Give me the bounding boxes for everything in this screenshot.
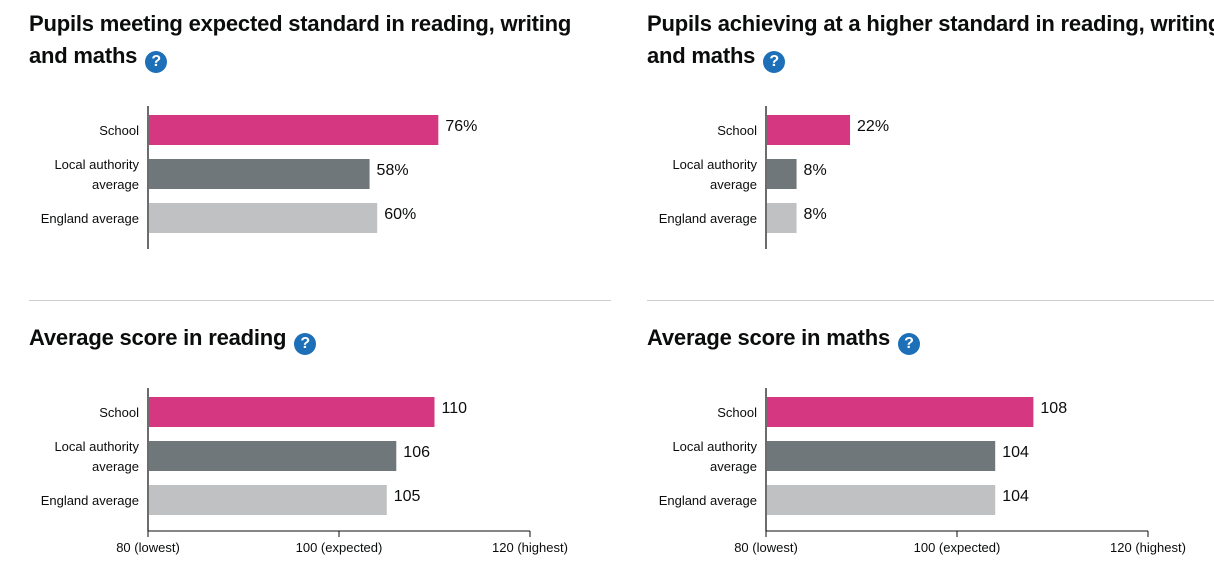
data-label: 108 (1040, 400, 1067, 417)
chart-panel-maths-score: Average score in maths ? 108 School 104 Loc… (647, 322, 1214, 555)
data-label: 105 (394, 488, 421, 505)
x-tick-label: 120 (highest) (492, 540, 568, 555)
bar (149, 115, 439, 145)
chart-title: Pupils meeting expected standard in read… (29, 8, 611, 73)
data-label: 104 (1002, 488, 1029, 505)
data-label: 58% (377, 162, 409, 179)
chart-panel-expected-standard: Pupils meeting expected standard in read… (29, 8, 611, 249)
bar (767, 441, 996, 471)
data-label: 76% (445, 118, 477, 135)
help-icon[interactable]: ? (897, 333, 920, 355)
chart-title-text: Average score in reading (29, 325, 287, 350)
category-label: England average (659, 211, 757, 226)
chart-title-text: Pupils achieving at a higher standard in… (647, 11, 1214, 68)
category-label: Local authority (54, 439, 139, 454)
category-label: School (99, 405, 139, 420)
chart-title-text: Pupils meeting expected standard in read… (29, 11, 572, 68)
bar-chart: 76% School 58% Local authority average 60% Eng… (41, 106, 477, 249)
x-tick-label: 80 (lowest) (116, 540, 180, 555)
category-label: average (710, 459, 757, 474)
category-label: Local authority (672, 157, 757, 172)
bar (767, 485, 996, 515)
bar-chart: 108 School 104 Local authority average 104 Eng… (659, 388, 1186, 555)
x-tick-label: 100 (expected) (296, 540, 383, 555)
chart-title: Average score in reading ? (29, 322, 611, 355)
category-label: average (710, 177, 757, 192)
section-divider (29, 300, 611, 301)
category-label: average (92, 459, 139, 474)
category-label: School (717, 123, 757, 138)
category-label: England average (41, 493, 139, 508)
bar (149, 159, 370, 189)
category-label: Local authority (672, 439, 757, 454)
category-label: England average (659, 493, 757, 508)
bar (149, 397, 435, 427)
data-label: 104 (1002, 444, 1029, 461)
category-label: average (92, 177, 139, 192)
data-label: 110 (442, 400, 468, 417)
x-tick-label: 80 (lowest) (734, 540, 798, 555)
category-label: England average (41, 211, 139, 226)
bar (767, 115, 851, 145)
bar (149, 203, 378, 233)
category-label: School (717, 405, 757, 420)
bar (149, 441, 397, 471)
bar-chart: 22% School 8% Local authority average 8% Engla… (659, 106, 889, 249)
category-label: Local authority (54, 157, 139, 172)
category-label: School (99, 123, 139, 138)
bar-chart: 110 School 106 Local authority average 105 Eng… (41, 388, 568, 555)
chart-title: Pupils achieving at a higher standard in… (647, 8, 1214, 73)
chart-panel-higher-standard: Pupils achieving at a higher standard in… (647, 8, 1214, 249)
chart-title-text: Average score in maths (647, 325, 891, 350)
chart-panel-reading-score: Average score in reading ? 110 School 106 L… (29, 322, 611, 555)
data-label: 8% (804, 162, 827, 179)
bar (767, 159, 797, 189)
section-divider (647, 300, 1214, 301)
data-label: 8% (804, 206, 827, 223)
x-tick-label: 120 (highest) (1110, 540, 1186, 555)
data-label: 106 (403, 444, 430, 461)
help-icon[interactable]: ? (294, 333, 317, 355)
data-label: 22% (857, 118, 889, 135)
help-icon[interactable]: ? (763, 51, 786, 73)
bar (149, 485, 387, 515)
bar (767, 397, 1034, 427)
chart-title: Average score in maths ? (647, 322, 1214, 355)
x-tick-label: 100 (expected) (914, 540, 1001, 555)
data-label: 60% (384, 206, 416, 223)
bar (767, 203, 797, 233)
help-icon[interactable]: ? (145, 51, 168, 73)
